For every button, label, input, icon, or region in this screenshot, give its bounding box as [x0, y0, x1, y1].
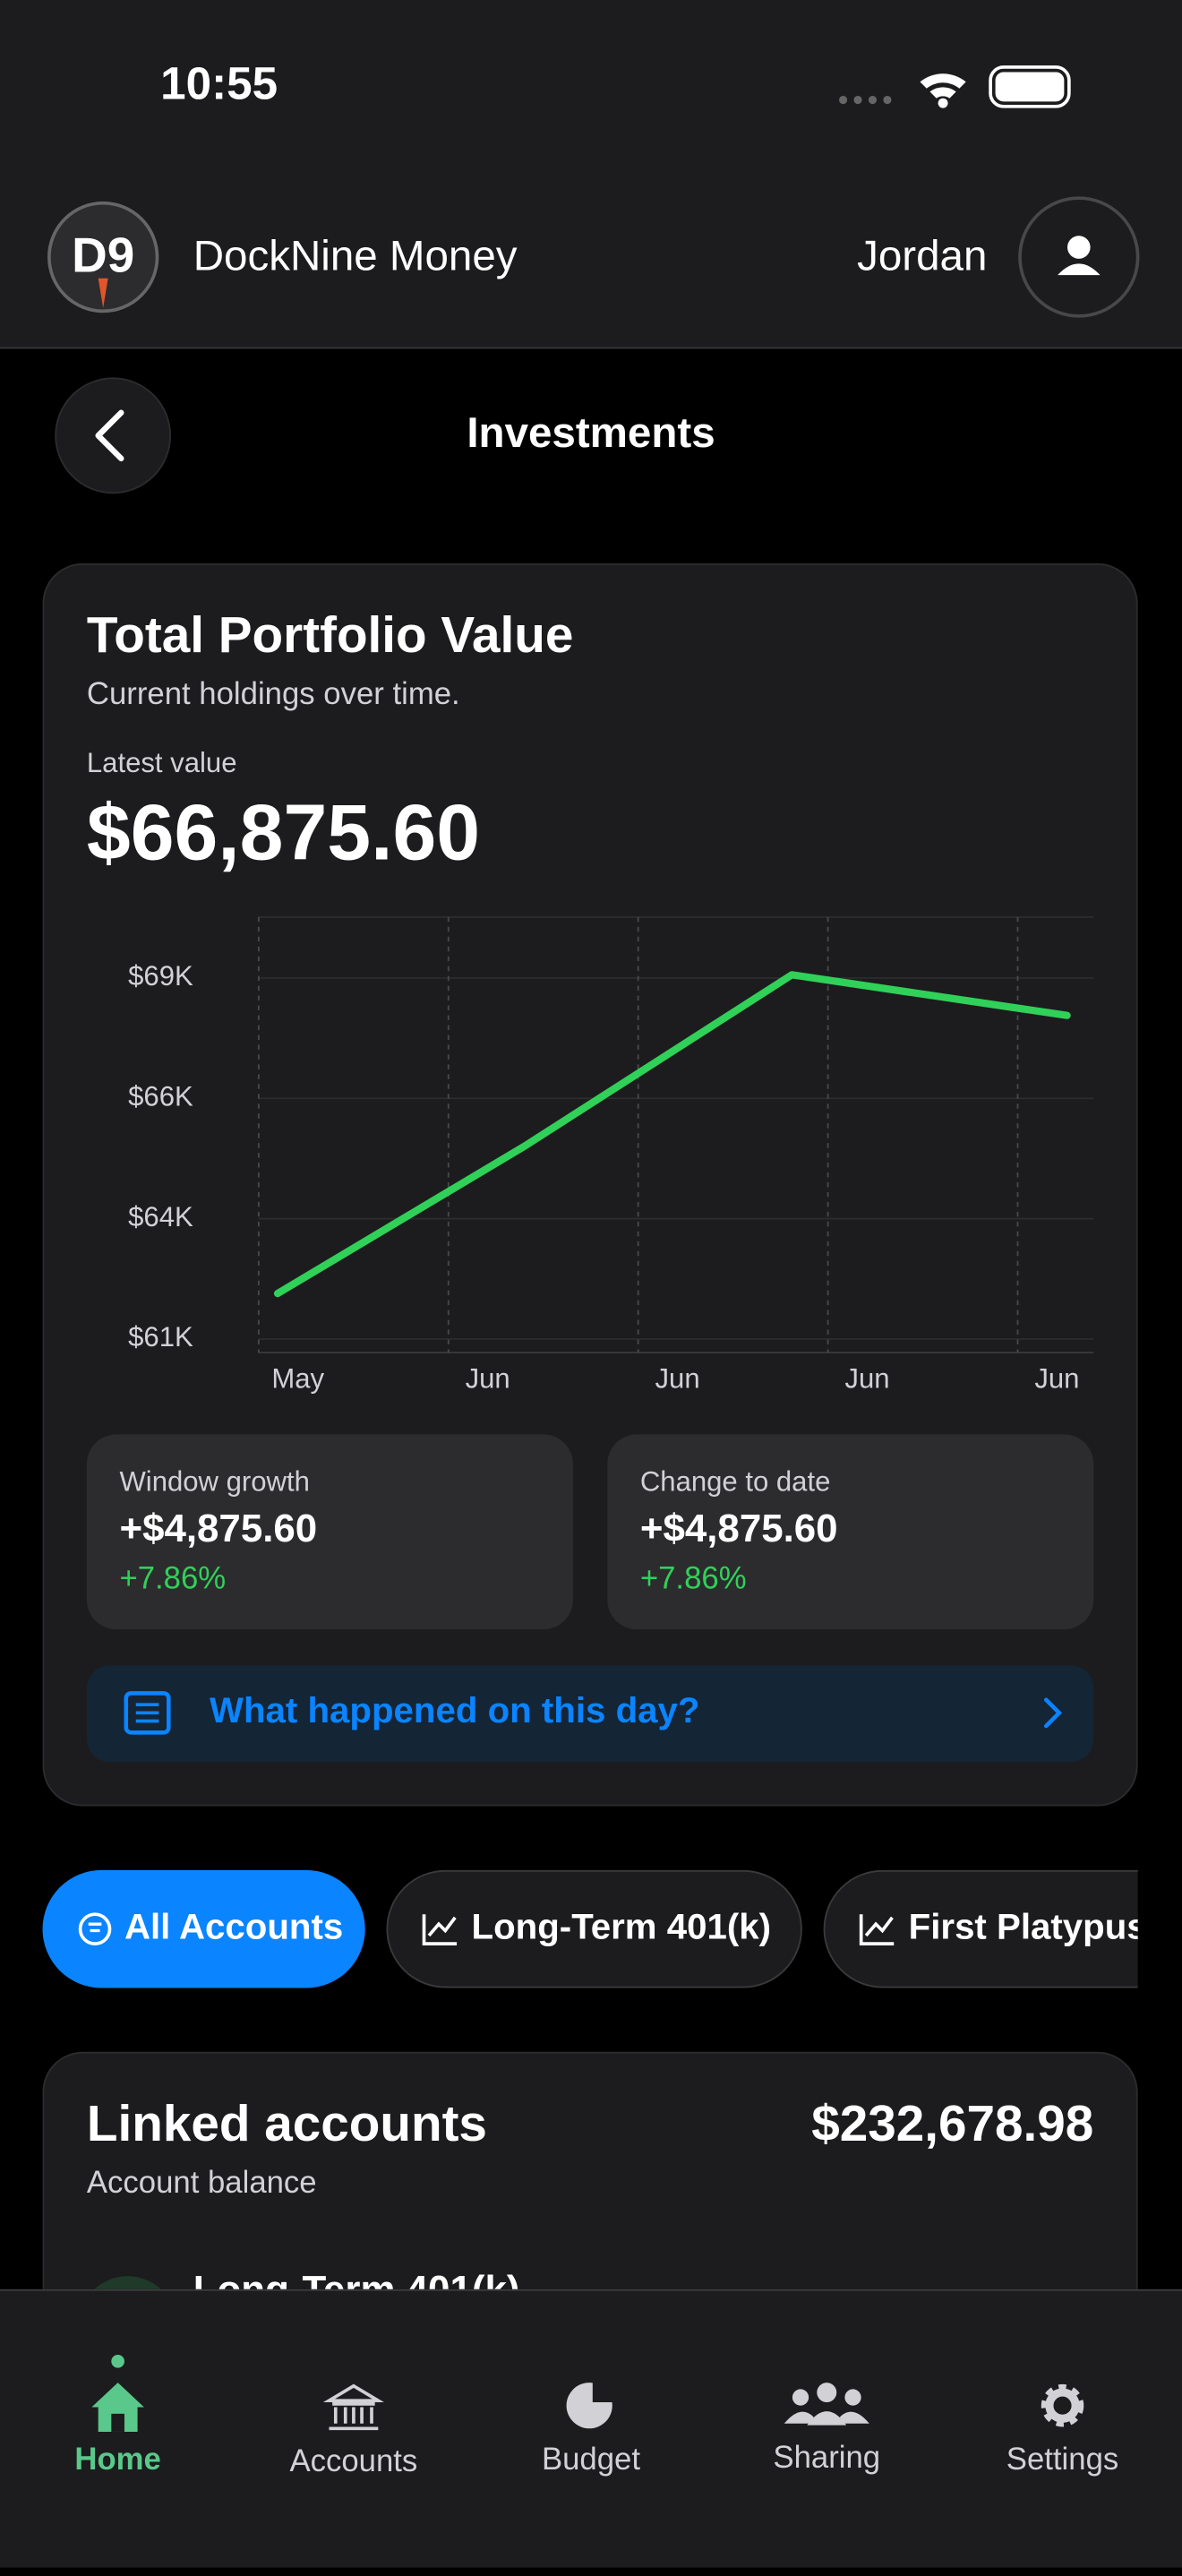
tab[interactable]: Accounts	[289, 2383, 417, 2478]
tab[interactable]: Sharing	[773, 2383, 880, 2475]
tab[interactable]: Budget	[542, 2379, 640, 2477]
filter-chip[interactable]: Long-Term 401(k)	[386, 1869, 802, 1988]
linked-total: $232,678.98	[811, 2096, 1093, 2152]
x-tick-label: Jun	[655, 1362, 700, 1394]
x-tick-label: Jun	[1034, 1362, 1079, 1394]
app-logo: D9	[47, 201, 159, 313]
linked-card: Linked accounts Account balance $232,678…	[42, 2051, 1138, 2312]
header-bg	[0, 0, 1182, 348]
tab-label: Budget	[542, 2443, 640, 2477]
filter-chip[interactable]: First Platypus	[823, 1869, 1182, 1988]
stat-value: +$4,875.60	[119, 1507, 317, 1550]
stat-label: Window growth	[119, 1466, 309, 1498]
y-tick-label: $61K	[128, 1321, 193, 1352]
y-tick-label: $66K	[128, 1080, 193, 1112]
card-title: Total Portfolio Value	[87, 607, 574, 664]
latest-label: Latest value	[87, 747, 237, 778]
latest-value: $66,875.60	[87, 788, 480, 876]
tab-label: Accounts	[289, 2444, 417, 2478]
filter-chip-label: All Accounts	[124, 1906, 343, 1946]
back-button[interactable]	[55, 377, 172, 494]
avatar-button[interactable]	[1018, 196, 1140, 318]
filter-chip-label: First Platypus	[909, 1906, 1147, 1946]
chart: $61K $64K $66K $69K May Jun Jun Jun Jun	[128, 915, 1094, 1394]
status-icons	[838, 65, 1071, 108]
history-link[interactable]: What happened on this day?	[86, 1665, 1094, 1763]
tab-label: Settings	[1006, 2443, 1118, 2477]
x-tick-label: May	[271, 1362, 324, 1394]
tab-label: Sharing	[773, 2441, 880, 2475]
linked-title: Linked accounts	[87, 2096, 487, 2152]
app-name: DockNine Money	[193, 232, 518, 279]
stat-value: +$4,875.60	[640, 1507, 838, 1550]
filter-chip[interactable]: All Accounts	[42, 1869, 365, 1988]
stat-percent: +7.86%	[640, 1561, 747, 1595]
stat-label: Change to date	[640, 1466, 831, 1498]
linked-subtitle: Account balance	[87, 2166, 317, 2200]
user-name: Jordan	[857, 232, 987, 279]
filter-chips: All Accounts Long-Term 401(k) First Plat…	[42, 1869, 1182, 1988]
status-time: 10:55	[160, 57, 278, 108]
filter-chip-label: Long-Term 401(k)	[472, 1906, 771, 1946]
stat-change	[607, 1434, 1094, 1630]
account-name: Long-Term 401(k)	[193, 2268, 520, 2312]
history-link-text: What happened on this day?	[210, 1690, 699, 1730]
page-title: Investments	[467, 409, 715, 457]
stat-percent: +7.86%	[119, 1561, 226, 1595]
y-tick-label: $69K	[128, 960, 193, 992]
x-tick-label: Jun	[466, 1362, 510, 1394]
svg-text:D9: D9	[72, 227, 134, 282]
x-tick-label: Jun	[844, 1362, 889, 1394]
card-subtitle: Current holdings over time.	[87, 677, 460, 711]
stat-window	[86, 1434, 573, 1630]
tab[interactable]: Settings	[1006, 2383, 1118, 2477]
y-tick-label: $64K	[128, 1201, 193, 1232]
line-series	[273, 971, 1071, 1298]
tab-bar	[0, 2288, 1182, 2568]
tab-label: Home	[74, 2443, 160, 2477]
